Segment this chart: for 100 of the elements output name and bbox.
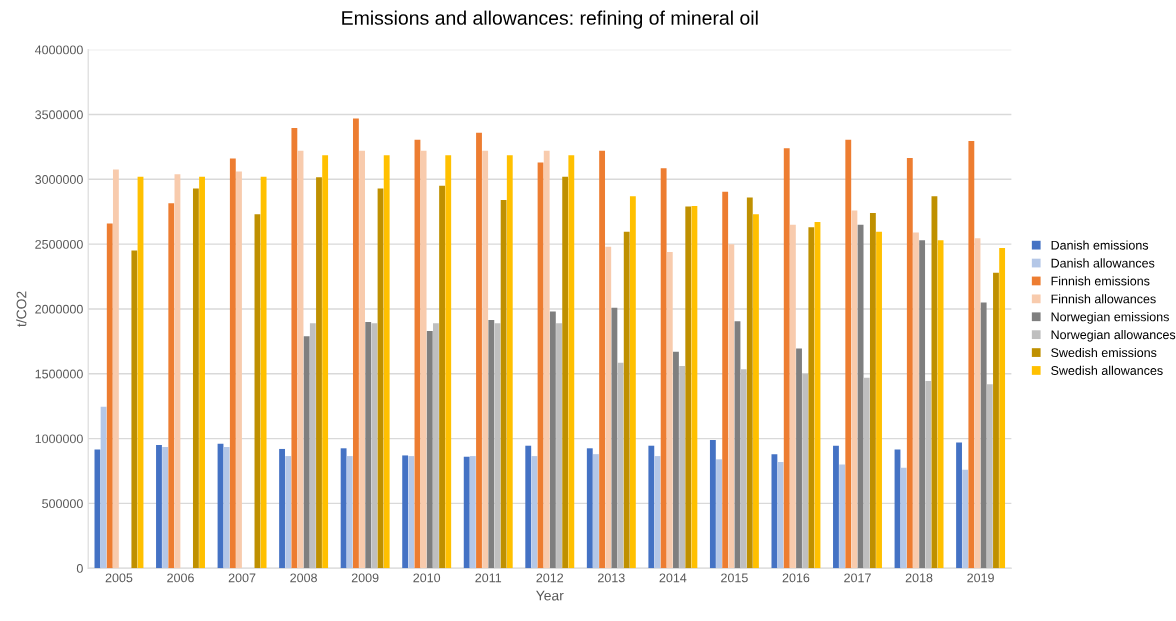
bar [359, 150, 365, 569]
bar [346, 456, 353, 569]
x-tick-label: 2017 [844, 573, 871, 583]
bar [728, 244, 735, 569]
bar [383, 155, 390, 569]
bar [420, 150, 427, 569]
bar [309, 323, 316, 569]
bar [525, 445, 532, 569]
y-tick-label: 0 [76, 564, 83, 573]
bar [993, 272, 999, 569]
bar [740, 369, 747, 569]
bar [106, 223, 113, 569]
bar [980, 302, 987, 569]
bar [316, 177, 322, 569]
x-tick-label: 2005 [105, 573, 133, 583]
bar [168, 203, 175, 569]
y-tick-label: 3000000 [35, 175, 83, 184]
bar [543, 150, 550, 569]
x-tick-label: 2015 [721, 573, 748, 583]
y-tick-label: 4000000 [34, 45, 83, 55]
x-tick-label: 2008 [290, 573, 317, 583]
bar [906, 157, 913, 569]
y-tick-label: 3500000 [35, 110, 83, 120]
bar [986, 384, 993, 569]
bar [937, 240, 944, 569]
y-tick-label: 500000 [42, 499, 83, 509]
bar [709, 439, 716, 569]
bar [666, 251, 673, 569]
bar [426, 330, 433, 569]
bar [802, 373, 809, 569]
bar [857, 224, 864, 569]
bar [629, 196, 636, 569]
x-tick-label: 2018 [905, 573, 933, 583]
y-tick-label: 2500000 [35, 239, 83, 249]
x-tick-label: 2011 [475, 573, 502, 583]
chart-title: Emissions and allowances: refining of mineral oil [342, 10, 758, 29]
bar [291, 128, 298, 569]
bar [586, 448, 593, 569]
bar [679, 365, 686, 569]
x-tick-label: 2007 [228, 573, 256, 583]
bar [229, 158, 236, 569]
x-tick-label: 2012 [536, 573, 564, 583]
bar [112, 169, 119, 569]
bar [402, 455, 409, 569]
x-tick-label: 2019 [967, 573, 994, 583]
bar [556, 323, 562, 569]
bar [285, 456, 292, 569]
bar [722, 191, 729, 569]
bar [236, 171, 242, 569]
bar [549, 311, 556, 569]
bar [303, 336, 310, 569]
bar [839, 464, 846, 569]
bar [469, 456, 476, 569]
bar [962, 469, 969, 569]
bar [605, 246, 612, 569]
bar [506, 155, 513, 569]
x-tick-label: 2013 [598, 573, 625, 583]
bar [476, 132, 482, 569]
bar [968, 141, 975, 569]
bar [365, 321, 372, 569]
bar [568, 155, 575, 569]
bar [913, 232, 919, 569]
bar [562, 176, 569, 569]
bar [445, 155, 452, 569]
bar [279, 448, 285, 569]
legend-label: Norwegian emissions [1051, 312, 1169, 324]
legend-label: Danish emissions [1051, 240, 1149, 250]
x-tick-label: 2010 [413, 573, 441, 583]
x-tick-label: 2014 [659, 573, 687, 583]
legend-label: Finnish allowances [1051, 294, 1156, 304]
bar [691, 205, 698, 569]
bar [340, 448, 347, 569]
bar [192, 188, 199, 569]
legend-label: Danish allowances [1051, 258, 1155, 268]
x-axis-title: Year [536, 590, 564, 601]
bar [833, 445, 839, 569]
bar [531, 456, 538, 569]
bar [851, 210, 858, 569]
bar [260, 176, 267, 569]
bar [488, 319, 495, 569]
bar [863, 377, 870, 569]
bar [746, 197, 753, 569]
bar [925, 380, 932, 569]
x-tick-label: 2016 [782, 573, 810, 583]
bar [869, 213, 876, 569]
bar [783, 148, 790, 569]
bar [611, 307, 618, 569]
bar [433, 323, 439, 569]
bar [660, 168, 667, 569]
bar [599, 150, 606, 569]
bar [156, 445, 162, 569]
y-axis-title: t/CO2 [16, 291, 27, 327]
bar [500, 200, 507, 569]
bar [408, 456, 415, 569]
y-tick-label: 1500000 [35, 369, 83, 379]
bar [352, 118, 359, 569]
bar [685, 206, 692, 569]
bar [131, 250, 138, 569]
bar [753, 214, 759, 569]
bar [789, 224, 796, 569]
